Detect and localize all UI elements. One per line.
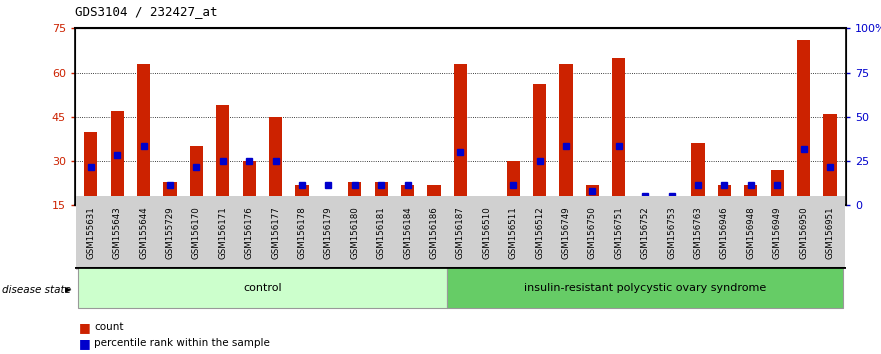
Text: GSM156186: GSM156186 [429,206,439,259]
Bar [507,161,520,205]
Text: GSM156510: GSM156510 [482,206,492,259]
Bar [401,185,414,205]
Bar [137,64,150,205]
Text: ▶: ▶ [65,285,72,294]
Text: GSM156179: GSM156179 [324,206,333,259]
Text: GSM156170: GSM156170 [192,206,201,259]
Bar [559,64,573,205]
Bar [242,161,255,205]
Text: ■: ■ [79,337,91,350]
Text: insulin-resistant polycystic ovary syndrome: insulin-resistant polycystic ovary syndr… [524,282,766,293]
Text: GSM156178: GSM156178 [298,206,307,259]
Text: count: count [94,322,123,332]
Bar [744,185,758,205]
Bar [427,185,440,205]
Text: GSM156763: GSM156763 [693,206,702,259]
Bar [348,182,361,205]
Bar [163,182,176,205]
Text: GSM156187: GSM156187 [455,206,465,259]
Text: GSM156751: GSM156751 [614,206,623,259]
Bar [533,84,546,205]
Text: GSM156512: GSM156512 [535,206,544,259]
Text: GSM156177: GSM156177 [271,206,280,259]
Bar [448,267,843,308]
Bar [692,143,705,205]
Text: disease state: disease state [2,285,70,295]
Text: GSM156749: GSM156749 [561,206,570,259]
Bar [454,64,467,205]
Text: GSM156951: GSM156951 [825,206,834,259]
Text: GSM156753: GSM156753 [667,206,676,259]
Text: GSM156750: GSM156750 [588,206,596,259]
Bar [322,202,335,205]
Text: GSM155631: GSM155631 [86,206,95,259]
Text: GSM156184: GSM156184 [403,206,412,259]
Bar [295,185,308,205]
Bar [718,185,731,205]
Bar [480,196,493,205]
Text: GSM155729: GSM155729 [166,206,174,259]
Text: ■: ■ [79,321,91,334]
Bar [110,111,123,205]
Text: GSM156946: GSM156946 [720,206,729,259]
Bar [78,267,448,308]
Text: GSM156949: GSM156949 [773,206,781,259]
Text: GSM156181: GSM156181 [376,206,386,259]
Text: GSM156171: GSM156171 [218,206,227,259]
Text: GDS3104 / 232427_at: GDS3104 / 232427_at [75,5,218,18]
Text: GSM156511: GSM156511 [508,206,518,259]
Bar [824,114,837,205]
Bar [797,40,811,205]
Bar [216,105,229,205]
Text: percentile rank within the sample: percentile rank within the sample [94,338,270,348]
Bar [612,58,626,205]
Text: GSM155643: GSM155643 [113,206,122,259]
Text: GSM156176: GSM156176 [245,206,254,259]
Text: GSM156180: GSM156180 [351,206,359,259]
Bar [84,132,97,205]
Text: GSM155644: GSM155644 [139,206,148,259]
Bar [269,117,282,205]
Bar [189,146,203,205]
Text: GSM156948: GSM156948 [746,206,755,259]
Bar [771,170,784,205]
Text: control: control [243,282,282,293]
Text: GSM156752: GSM156752 [640,206,649,259]
Text: GSM156950: GSM156950 [799,206,808,259]
Bar [374,182,388,205]
Bar [586,185,599,205]
